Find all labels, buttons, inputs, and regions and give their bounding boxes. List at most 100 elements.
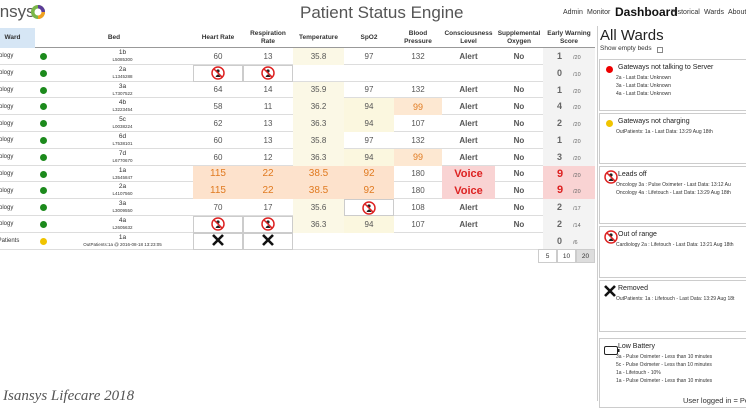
ward-cell: Oncology xyxy=(0,70,14,77)
ews-cell: 0/10 xyxy=(543,64,595,82)
bed-id: L3009550 xyxy=(112,208,133,214)
bed-id: L7307522 xyxy=(112,90,133,96)
status-dot xyxy=(40,170,47,178)
bed-id: L4107560 xyxy=(112,191,133,197)
table-cell: Alert xyxy=(459,135,478,145)
page-title: Patient Status Engine xyxy=(300,3,464,22)
table-cell: 36.3 xyxy=(293,148,344,166)
card-item: 1a - Pulse Oximeter - Less than 10 minut… xyxy=(616,378,713,384)
icon-x xyxy=(604,284,616,302)
ward-cell: Oncology xyxy=(0,86,14,93)
table-cell: No xyxy=(513,152,525,162)
table-cell: 132 xyxy=(411,135,425,145)
column-header: Temperature xyxy=(299,34,338,41)
nav-link[interactable]: Admin xyxy=(563,9,583,16)
card-title: Gateways not talking to Server xyxy=(618,64,714,71)
ews-cell: 1/20 xyxy=(543,132,595,149)
ews-score: 1 xyxy=(557,84,563,95)
card-title: Low Battery xyxy=(618,343,655,350)
bed-name: 2a xyxy=(118,183,127,191)
checkbox-label: Show empty beds xyxy=(600,45,652,52)
table-cell: 22 xyxy=(243,182,293,200)
nav-link[interactable]: Monitor xyxy=(587,9,611,16)
page-size-button[interactable]: 10 xyxy=(557,249,576,263)
table-cell: 107 xyxy=(411,219,425,229)
table-cell: 94 xyxy=(344,115,394,132)
table-cell: No xyxy=(513,219,525,229)
table-cell: 22 xyxy=(243,165,293,183)
table-cell: 11 xyxy=(263,102,273,112)
table-cell: 13 xyxy=(263,51,273,61)
bed-name: 1a xyxy=(118,166,127,174)
card-item: OutPatients: 1a : Lifetouch - Last Data:… xyxy=(616,296,735,302)
card-item: 4a - Last Data: Unknown xyxy=(616,91,672,97)
card-item: 3a - Last Data: Unknown xyxy=(616,83,672,89)
nav-link[interactable]: About xyxy=(728,9,746,16)
table-cell: Voice xyxy=(442,182,495,200)
table-cell xyxy=(293,65,344,82)
table-cell: 13 xyxy=(263,135,273,145)
bed-id: L0038224 xyxy=(112,124,133,130)
card-item: 5c - Pulse Oximeter - Less than 10 minut… xyxy=(616,362,712,368)
table-cell: 60 xyxy=(213,135,223,145)
table-cell: 92 xyxy=(344,165,394,183)
nav-link[interactable]: Dashboard xyxy=(615,5,678,19)
table-cell: 180 xyxy=(411,186,425,196)
bed-id: OutPatients:1a @ 2016-08-18 13:23:05 xyxy=(83,241,162,247)
icon-battery xyxy=(604,342,620,360)
table-cell: Alert xyxy=(459,51,478,61)
nav-link[interactable]: Historical xyxy=(671,9,700,16)
ward-cell: Oncology xyxy=(0,120,14,127)
table-cell xyxy=(394,65,442,82)
column-header: Blood Pressure xyxy=(404,30,432,45)
page-size-button[interactable]: 5 xyxy=(538,249,557,263)
ews-max: /20 xyxy=(573,189,581,196)
alert-card: Gateways not talking to Server 2a - Last … xyxy=(599,59,746,111)
icon-lead xyxy=(211,66,225,80)
ward-cell: Oncology xyxy=(0,204,14,211)
icon-x xyxy=(212,234,224,248)
card-item: 2a - Last Data: Unknown xyxy=(616,75,672,81)
table-cell: 97 xyxy=(364,135,374,145)
ews-max: /20 xyxy=(573,105,581,112)
card-item: OutPatients: 1a - Last Data: 13:29 Aug 1… xyxy=(616,129,713,135)
card-item: Cardiology 2a : Lifetouch - Last Data: 1… xyxy=(616,242,734,248)
table-cell: No xyxy=(513,102,525,112)
page-size-button[interactable]: 20 xyxy=(576,249,595,263)
table-cell: No xyxy=(513,85,525,95)
checkbox[interactable] xyxy=(657,47,663,53)
card-title: Leads off xyxy=(618,171,647,178)
table-cell: 17 xyxy=(263,203,273,213)
status-dot xyxy=(40,69,47,77)
table-cell: No xyxy=(513,169,525,179)
status-dot xyxy=(40,187,47,195)
icon-lead xyxy=(604,170,618,189)
bed-id: L6770670 xyxy=(112,157,133,163)
bed-name: 5c xyxy=(119,116,126,124)
table-cell: 36.3 xyxy=(293,216,344,233)
column-header: SpO2 xyxy=(360,34,378,41)
bed-name: 1a xyxy=(118,233,127,241)
table-cell: Alert xyxy=(459,85,478,95)
nav-link[interactable]: Wards xyxy=(704,9,724,16)
table-cell: 58 xyxy=(213,102,223,112)
ews-cell: 3/20 xyxy=(543,148,595,166)
table-cell: No xyxy=(513,51,525,61)
card-item: 1a - Lifetouch - 10% xyxy=(616,370,661,376)
table-cell: 70 xyxy=(213,203,223,213)
bed-name: 7d xyxy=(118,149,127,157)
ews-score: 0 xyxy=(557,67,563,78)
table-cell: 64 xyxy=(213,85,223,95)
ward-cell: Oncology xyxy=(0,53,14,60)
ward-header-bg xyxy=(0,28,35,48)
ward-cell: Oncology xyxy=(0,221,14,228)
table-cell: 60 xyxy=(213,152,223,162)
ews-max: /20 xyxy=(573,122,581,129)
table-cell: 12 xyxy=(263,152,273,162)
table-cell: Alert xyxy=(459,219,478,229)
ews-cell: 9/20 xyxy=(543,182,595,200)
table-cell xyxy=(394,233,442,250)
icon-lead xyxy=(261,66,275,80)
ward-cell: Oncology xyxy=(0,137,14,144)
